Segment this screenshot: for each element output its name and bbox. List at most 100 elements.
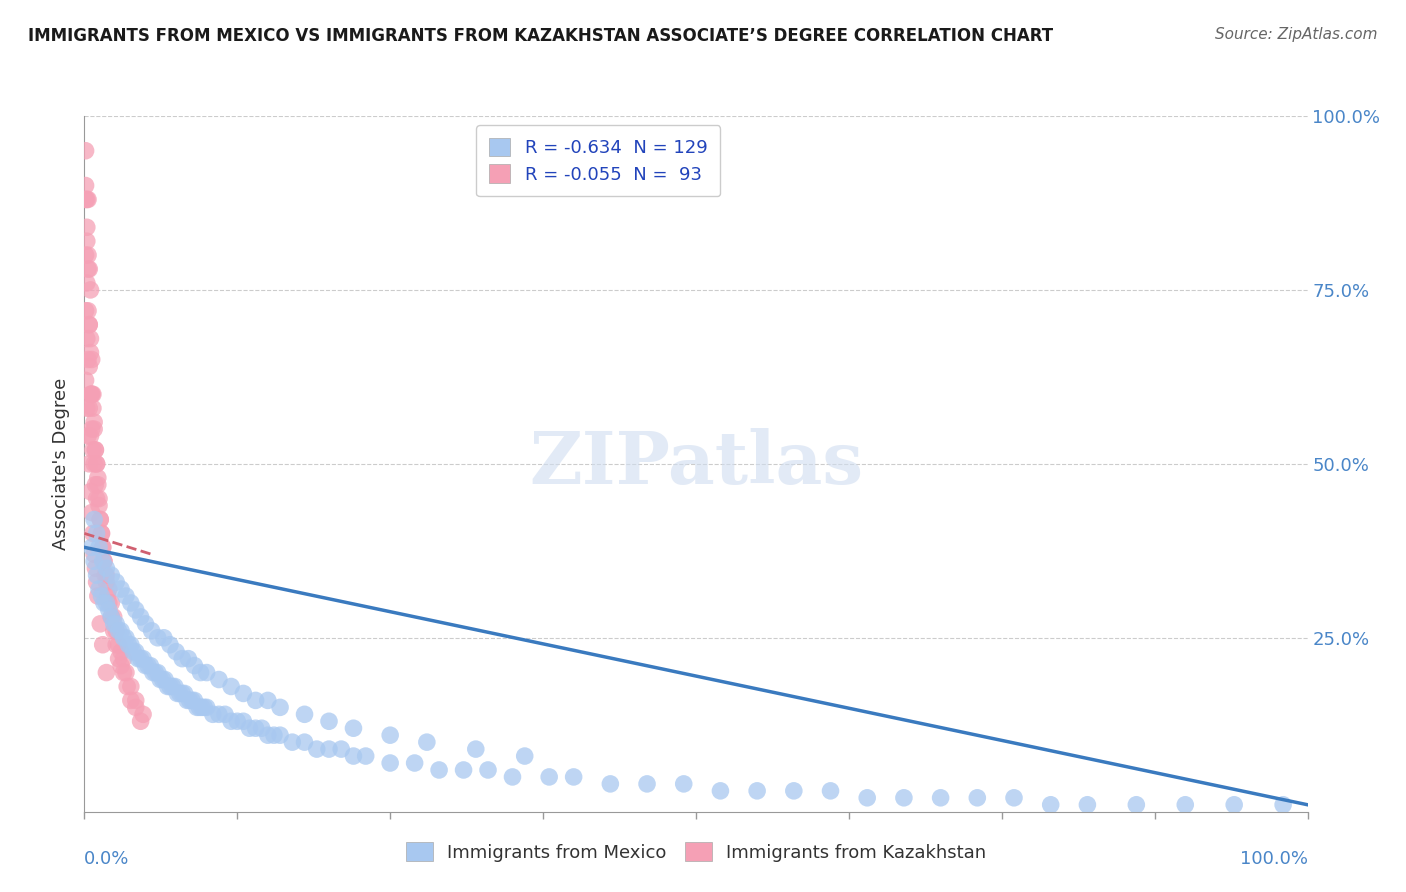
Point <box>86 575 108 590</box>
Point <box>76 234 98 248</box>
Point <box>86 526 108 541</box>
Point <box>75 144 97 158</box>
Point <box>115 589 138 603</box>
Point <box>1174 797 1197 812</box>
Point <box>404 756 426 770</box>
Point <box>146 631 169 645</box>
Point <box>93 596 115 610</box>
Point <box>232 686 254 700</box>
Point <box>97 596 120 610</box>
Point <box>166 686 188 700</box>
Point <box>79 345 101 359</box>
Point <box>165 645 187 659</box>
Point <box>89 512 111 526</box>
Point <box>177 651 200 665</box>
Point <box>83 415 105 429</box>
Point <box>97 582 120 596</box>
Point <box>176 693 198 707</box>
Point <box>107 638 129 652</box>
Point <box>186 700 208 714</box>
Point <box>90 526 112 541</box>
Point <box>112 665 135 680</box>
Point <box>83 554 105 568</box>
Point <box>281 735 304 749</box>
Point <box>179 693 201 707</box>
Point <box>172 651 194 665</box>
Point <box>159 680 181 694</box>
Point <box>93 554 115 568</box>
Point <box>100 610 122 624</box>
Point <box>149 673 172 687</box>
Point <box>219 714 242 729</box>
Point <box>112 651 135 665</box>
Point <box>190 665 212 680</box>
Point <box>86 457 108 471</box>
Point <box>214 707 236 722</box>
Point <box>453 763 475 777</box>
Point <box>117 638 139 652</box>
Point <box>856 790 879 805</box>
Point <box>96 596 118 610</box>
Point <box>84 442 107 457</box>
Point <box>181 693 204 707</box>
Point <box>105 575 128 590</box>
Point <box>110 645 132 659</box>
Point <box>87 582 110 596</box>
Point <box>89 512 111 526</box>
Point <box>93 554 115 568</box>
Point <box>110 658 132 673</box>
Point <box>153 631 176 645</box>
Point <box>77 318 100 332</box>
Point <box>77 318 100 332</box>
Point <box>100 610 122 624</box>
Point <box>107 624 129 638</box>
Point <box>90 526 112 541</box>
Point <box>115 631 138 645</box>
Point <box>80 387 103 401</box>
Point <box>1223 797 1246 812</box>
Point <box>75 248 97 262</box>
Point <box>464 742 486 756</box>
Point <box>153 673 176 687</box>
Point <box>125 645 148 659</box>
Point <box>96 561 118 575</box>
Point <box>636 777 658 791</box>
Point <box>330 742 353 756</box>
Point <box>75 193 97 207</box>
Point <box>96 665 118 680</box>
Point <box>80 387 103 401</box>
Point <box>1272 797 1295 812</box>
Point <box>208 673 231 687</box>
Point <box>107 651 129 665</box>
Point <box>257 728 280 742</box>
Point <box>76 220 98 235</box>
Point <box>82 387 104 401</box>
Point <box>103 624 125 638</box>
Point <box>163 680 186 694</box>
Point <box>87 589 110 603</box>
Point <box>929 790 952 805</box>
Point <box>1076 797 1098 812</box>
Point <box>97 589 120 603</box>
Point <box>103 616 125 631</box>
Point <box>87 541 110 555</box>
Point <box>83 457 105 471</box>
Point <box>132 707 155 722</box>
Point <box>110 582 132 596</box>
Point <box>135 658 157 673</box>
Point <box>1039 797 1062 812</box>
Point <box>380 756 402 770</box>
Point <box>125 700 148 714</box>
Point <box>513 749 536 764</box>
Point <box>820 784 842 798</box>
Point <box>77 262 100 277</box>
Point <box>1002 790 1025 805</box>
Point <box>87 499 110 513</box>
Point <box>193 700 215 714</box>
Point <box>139 658 162 673</box>
Text: IMMIGRANTS FROM MEXICO VS IMMIGRANTS FROM KAZAKHSTAN ASSOCIATE’S DEGREE CORRELAT: IMMIGRANTS FROM MEXICO VS IMMIGRANTS FRO… <box>28 27 1053 45</box>
Point <box>86 491 108 506</box>
Point <box>195 700 218 714</box>
Point <box>132 651 155 665</box>
Point <box>305 742 328 756</box>
